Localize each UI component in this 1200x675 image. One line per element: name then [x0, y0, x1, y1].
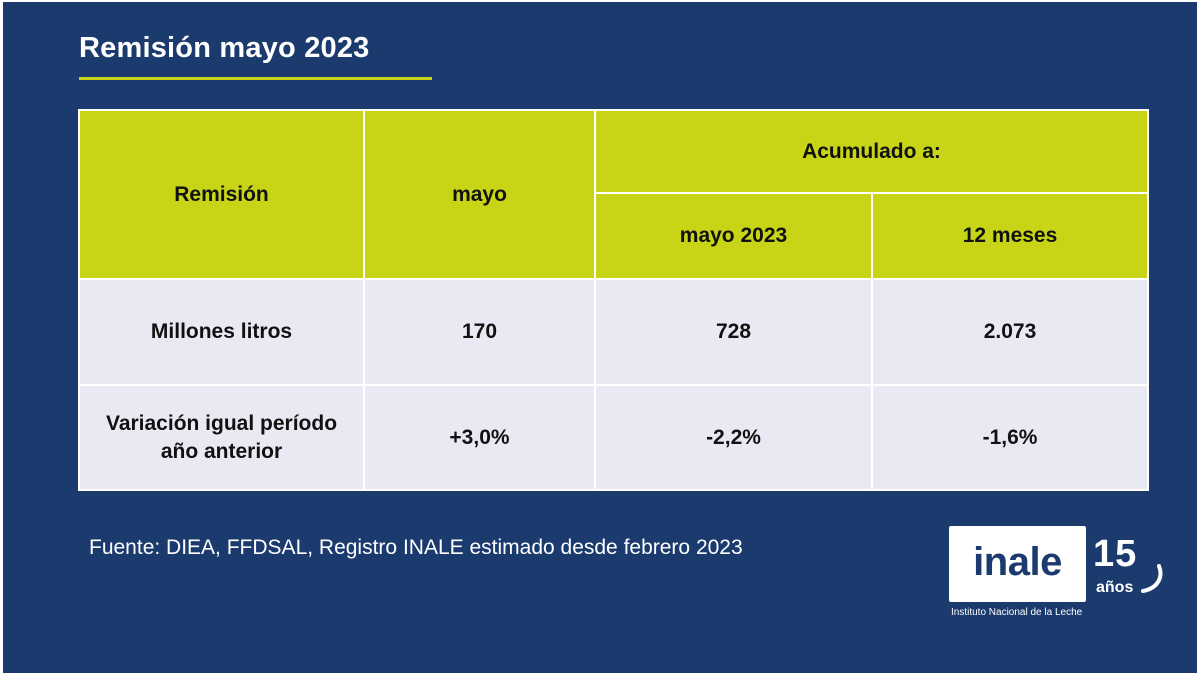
remision-table: Remisión mayo Acumulado a: mayo 2023 12 … — [78, 109, 1150, 491]
header-acum-12-meses: 12 meses — [870, 192, 1150, 280]
table-subheader-row: mayo 2023 12 meses — [79, 192, 1150, 280]
source-note: Fuente: DIEA, FFDSAL, Registro INALE est… — [89, 536, 743, 559]
cell-acum-12: -1,6% — [870, 384, 1150, 491]
logo-wordmark: inale — [973, 540, 1062, 584]
cell-mayo: 170 — [363, 278, 596, 386]
cell-acum-mayo: -2,2% — [594, 384, 873, 491]
title-underline — [79, 77, 432, 80]
header-acumulado: Acumulado a: — [593, 109, 1150, 194]
cell-acum-mayo: 728 — [594, 278, 873, 386]
anniversary-label: años — [1096, 579, 1134, 596]
table-header-row: Remisión mayo Acumulado a: — [78, 109, 1150, 280]
row-label: Millones litros — [78, 278, 365, 386]
cell-acum-12: 2.073 — [870, 278, 1150, 386]
cell-mayo: +3,0% — [363, 384, 596, 491]
table-row: Millones litros 170 728 2.073 — [78, 278, 1150, 386]
slide: Remisión mayo 2023 Remisión mayo Acumula… — [3, 2, 1197, 673]
anniversary-swoosh-icon — [1141, 564, 1163, 593]
header-acum-mayo-2023: mayo 2023 — [594, 192, 873, 280]
anniversary-number: 15 — [1093, 533, 1138, 575]
header-mayo: mayo — [363, 109, 596, 280]
inale-logo: inale — [949, 526, 1086, 602]
header-remision: Remisión — [78, 109, 365, 280]
page-title: Remisión mayo 2023 — [79, 32, 370, 64]
logo-caption: Instituto Nacional de la Leche — [951, 607, 1083, 618]
table-row: Variación igual período año anterior +3,… — [78, 384, 1150, 491]
row-label: Variación igual período año anterior — [78, 384, 365, 491]
